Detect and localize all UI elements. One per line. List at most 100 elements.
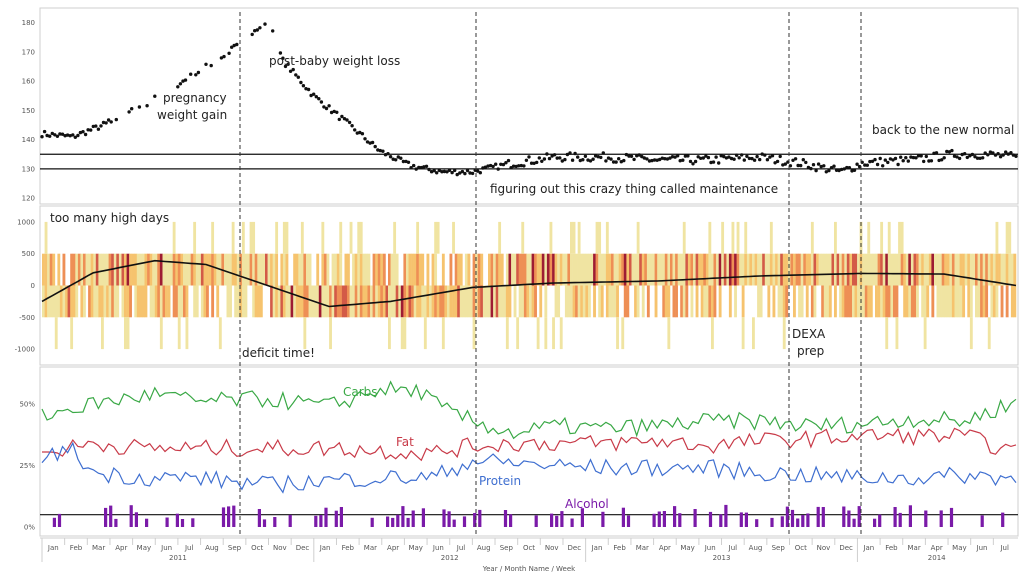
weight-point xyxy=(501,162,506,167)
heat-cell xyxy=(998,253,1001,286)
weight-point xyxy=(527,155,531,159)
heat-cell xyxy=(921,253,925,286)
heat-cell xyxy=(1013,253,1017,286)
heat-cell xyxy=(241,285,245,318)
macro-y-tick: 25% xyxy=(19,462,35,470)
weight-point xyxy=(278,51,283,55)
heat-cell xyxy=(646,253,650,286)
heat-cell xyxy=(344,285,348,318)
heat-cell xyxy=(508,285,512,318)
heat-cell xyxy=(992,253,996,286)
heat-cell xyxy=(549,253,553,286)
weight-point xyxy=(991,151,995,155)
alcohol-bar xyxy=(57,513,62,527)
alcohol-bar xyxy=(503,510,508,527)
heat-cell xyxy=(826,285,830,318)
heat-cell xyxy=(165,285,168,318)
heat-cell xyxy=(198,253,202,286)
month-label: Oct xyxy=(251,544,263,552)
heat-cell xyxy=(910,285,914,318)
alcohol-bar xyxy=(104,507,108,527)
heat-cell xyxy=(549,221,553,254)
heat-cell xyxy=(951,253,955,286)
weight-point xyxy=(394,158,398,162)
weight-point xyxy=(48,134,52,138)
heat-cell xyxy=(946,285,950,318)
heat-cell xyxy=(790,253,794,286)
heat-cell xyxy=(662,285,666,318)
heat-cell xyxy=(457,285,461,318)
month-label: Jun xyxy=(704,544,716,552)
alcohol-bar xyxy=(401,506,405,527)
weight-point xyxy=(888,157,893,161)
heat-cell xyxy=(282,253,286,286)
heat-cell xyxy=(42,253,45,286)
heat-cell xyxy=(580,253,584,286)
weight-scatter xyxy=(40,22,1018,177)
heat-cell xyxy=(869,253,873,286)
heat-cell xyxy=(464,253,468,286)
heat-cell xyxy=(934,253,937,286)
heat-cell xyxy=(159,253,163,286)
heat-cell xyxy=(252,253,256,286)
heat-cell xyxy=(152,253,156,286)
weight-point xyxy=(532,161,536,165)
heat-cell xyxy=(682,221,686,254)
heat-cell xyxy=(951,285,955,318)
heat-cell xyxy=(852,285,855,318)
heat-cell xyxy=(175,285,179,318)
alcohol-bar xyxy=(221,507,226,527)
weight-point xyxy=(819,164,823,169)
weight-point xyxy=(852,168,857,172)
heat-cell xyxy=(857,285,860,318)
weight-point xyxy=(968,154,972,158)
heat-cell xyxy=(641,253,645,286)
heat-cell xyxy=(339,221,343,254)
weight-point xyxy=(855,162,859,166)
heat-cell xyxy=(236,253,240,286)
heat-cell xyxy=(175,253,179,286)
weight-point xyxy=(714,155,718,159)
heat-cell xyxy=(1010,253,1014,286)
year-label: 2011 xyxy=(169,554,187,562)
weight-point xyxy=(881,164,885,168)
weight-point xyxy=(722,154,726,159)
weight-point xyxy=(189,72,193,76)
heat-cell xyxy=(172,221,176,254)
heat-cell xyxy=(767,285,771,318)
weight-point xyxy=(560,159,564,163)
heat-cell xyxy=(513,253,517,286)
weight-point xyxy=(627,154,631,158)
heat-cell xyxy=(477,285,481,318)
heat-cell xyxy=(867,285,871,318)
heat-cell xyxy=(505,317,509,350)
weight-point xyxy=(893,156,898,161)
heat-cell xyxy=(467,285,471,318)
heat-cell xyxy=(282,285,286,318)
heat-cell xyxy=(372,253,376,286)
heat-cell xyxy=(318,285,322,318)
series-label-fat: Fat xyxy=(396,435,414,449)
heat-cell xyxy=(734,253,737,286)
heat-cell xyxy=(785,285,789,318)
alcohol-bar xyxy=(806,513,810,527)
heat-cell xyxy=(749,253,753,286)
weight-point xyxy=(696,155,700,159)
heat-cell xyxy=(677,253,681,286)
weight-point xyxy=(906,159,910,163)
heat-cell xyxy=(411,285,414,318)
weight-point xyxy=(427,167,431,172)
weight-point xyxy=(381,149,385,153)
heat-cell xyxy=(362,285,366,318)
heat-cell xyxy=(613,285,617,318)
heat-cell xyxy=(423,317,427,350)
heat-cell xyxy=(762,253,766,286)
month-label: Jan xyxy=(591,544,603,552)
heat-cell xyxy=(1005,285,1009,318)
heat-cell xyxy=(954,285,958,318)
heat-cell xyxy=(772,285,776,318)
month-label: Nov xyxy=(545,544,559,552)
alcohol-bar xyxy=(396,514,400,527)
heat-cell xyxy=(59,285,63,318)
weight-point xyxy=(468,171,472,175)
